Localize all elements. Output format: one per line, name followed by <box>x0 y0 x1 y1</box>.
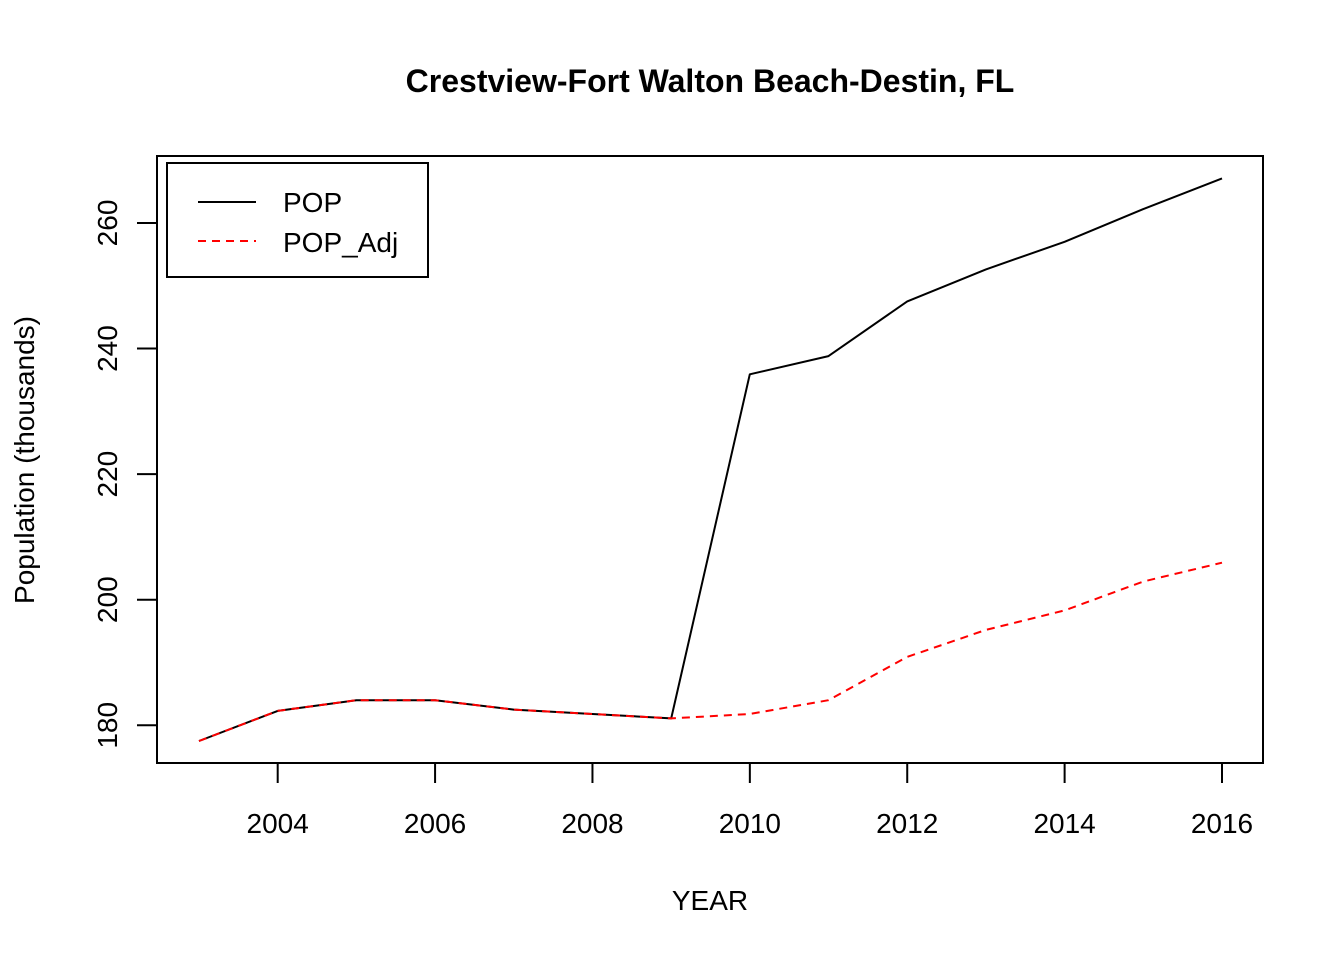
series-line-pop <box>198 177 1223 742</box>
y-tick-label-200: 200 <box>92 576 123 623</box>
x-axis: 2004 2006 2008 2010 2012 2014 2016 <box>247 763 1253 839</box>
chart-title: Crestview-Fort Walton Beach-Destin, FL <box>406 63 1015 99</box>
legend-label-pop-adj: POP_Adj <box>283 227 398 258</box>
y-tick-label-240: 240 <box>92 325 123 372</box>
y-tick-label-260: 260 <box>92 200 123 247</box>
x-tick-label-2010: 2010 <box>719 808 781 839</box>
x-tick-label-2008: 2008 <box>561 808 623 839</box>
legend-label-pop: POP <box>283 187 342 218</box>
legend: POP POP_Adj <box>166 162 429 278</box>
y-tick-label-220: 220 <box>92 451 123 498</box>
x-tick-label-2006: 2006 <box>404 808 466 839</box>
series-layer <box>198 177 1223 742</box>
plot-frame <box>156 155 1264 764</box>
y-axis: 180 200 220 240 260 <box>92 200 157 749</box>
x-tick-label-2004: 2004 <box>247 808 309 839</box>
legend-box <box>166 162 429 278</box>
y-axis-label: Population (thousands) <box>9 316 40 604</box>
y-tick-label-180: 180 <box>92 702 123 749</box>
x-tick-label-2016: 2016 <box>1191 808 1253 839</box>
series-line-pop-adj <box>198 561 1223 742</box>
x-tick-label-2014: 2014 <box>1033 808 1095 839</box>
x-tick-label-2012: 2012 <box>876 808 938 839</box>
x-axis-label: YEAR <box>672 885 748 916</box>
